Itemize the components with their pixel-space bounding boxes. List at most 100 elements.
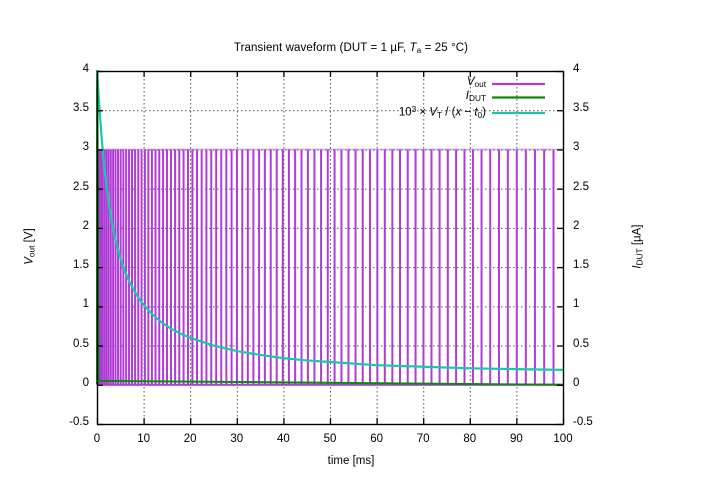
vout-pulse <box>446 149 449 385</box>
vout-pulse <box>347 149 350 385</box>
vout-pulse <box>406 149 409 385</box>
x-axis-tick-label: 100 <box>553 433 573 445</box>
vout-pulse <box>109 149 112 385</box>
vout-pulse <box>489 149 492 385</box>
vout-pulse <box>134 149 137 385</box>
y-axis-tick-label-left: 3.5 <box>73 102 89 115</box>
vout-pulse <box>300 149 303 385</box>
vout-pulse <box>150 149 153 385</box>
vout-pulse <box>107 149 110 385</box>
y-axis-tick-label-right: 0 <box>573 376 580 389</box>
vout-pulse <box>205 149 208 385</box>
vout-pulse <box>455 149 458 385</box>
y-axis-tick-label-left: 0.5 <box>73 337 89 350</box>
chart-title-prefix: Transient waveform (DUT = 1 µF, <box>233 42 410 54</box>
legend-entry-idut: IDUT <box>156 90 486 103</box>
vout-pulse <box>376 149 379 385</box>
vout-pulse <box>506 149 509 385</box>
y-axis-tick-label-right: 3.5 <box>573 102 589 115</box>
legend-idut-subscript: DUT <box>469 93 486 103</box>
vout-pulse <box>471 149 474 385</box>
vout-pulse <box>114 149 117 385</box>
vout-pulse <box>263 149 266 385</box>
vout-pulse <box>105 149 108 385</box>
vout-pulse <box>320 149 323 385</box>
vout-pulse <box>438 149 441 385</box>
series-envelope-line <box>95 69 565 371</box>
vout-pulse <box>246 149 249 385</box>
vout-pulse <box>306 149 309 385</box>
y-axis-tick-label-right: 1 <box>573 298 580 311</box>
legend-envelope-x: x <box>455 106 462 119</box>
y-axis-tick-label-left: 0 <box>82 376 89 389</box>
vout-pulse <box>354 149 357 385</box>
x-axis-tick-label: 80 <box>463 433 477 445</box>
vout-pulse <box>147 149 150 385</box>
vout-pulse <box>225 149 228 385</box>
legend-envelope-minus: − <box>461 106 475 119</box>
legend-idut-variable: I <box>465 89 469 102</box>
chart-title-suffix: = 25 °C) <box>421 42 469 54</box>
vout-pulse <box>182 149 185 385</box>
vout-pulse <box>215 149 218 385</box>
legend-envelope-coefficient: 10 <box>398 106 412 119</box>
vout-pulse <box>186 149 189 385</box>
vout-pulse <box>131 149 134 385</box>
vout-pulse <box>200 149 203 385</box>
vout-pulse <box>191 149 194 385</box>
x-axis-tick-label: 0 <box>93 433 101 445</box>
vout-pulse <box>112 149 115 385</box>
legend-entry-vout: Vout <box>156 76 486 89</box>
vout-pulse <box>326 149 329 385</box>
y-axis-tick-label-left: 2.5 <box>73 180 89 193</box>
vout-pulse <box>140 149 143 385</box>
vout-pulse <box>391 149 394 385</box>
vout-pulse <box>368 149 371 385</box>
vout-pulse <box>533 149 536 385</box>
vout-pulse <box>287 149 290 385</box>
chart-title: Transient waveform (DUT = 1 µF, Ta = 25 … <box>0 42 702 55</box>
x-axis-tick-label: 40 <box>276 433 290 445</box>
x-axis-tick-label: 90 <box>509 433 523 445</box>
vout-pulse <box>196 149 198 385</box>
x-axis-tick-label: 10 <box>137 433 150 445</box>
vout-pulse <box>524 149 527 385</box>
vout-pulse <box>103 149 106 385</box>
legend-envelope-close: ) <box>482 106 486 119</box>
x-axis-label: time [ms] <box>327 455 375 467</box>
x-axis-tick-label: 60 <box>370 433 383 445</box>
x-axis-tick-label: 70 <box>416 433 430 445</box>
y-axis-tick-label-right: -0.5 <box>573 416 593 428</box>
y-axis-tick-label-left: 3 <box>82 141 89 154</box>
y-axis-tick-label-left: 1 <box>82 298 89 311</box>
y-axis-tick-label-right: 2.5 <box>573 180 589 193</box>
vout-pulse <box>361 149 364 385</box>
vout-pulse <box>463 149 466 385</box>
vout-pulse <box>252 149 255 385</box>
y-axis-tick-label-right: 1.5 <box>573 259 589 272</box>
vout-pulse <box>178 149 181 385</box>
vout-pulse <box>313 149 316 385</box>
vout-pulse <box>210 149 213 385</box>
vout-pulse <box>281 149 284 385</box>
vout-pulse <box>128 149 131 385</box>
vout-pulse <box>125 149 128 385</box>
legend-vout-variable: V <box>466 76 475 88</box>
vout-pulse <box>241 149 244 385</box>
vout-pulse <box>497 149 500 385</box>
y-axis-tick-label-right: 3 <box>573 141 580 154</box>
vout-pulse <box>275 149 278 385</box>
vout-pulse <box>422 149 425 385</box>
vout-pulse <box>430 149 433 385</box>
y-axis-tick-label-left: 4 <box>82 63 89 75</box>
y-axis-tick-label-right: 0.5 <box>573 337 589 350</box>
vout-pulse <box>543 149 546 385</box>
vout-pulse <box>117 149 120 385</box>
y-axis-tick-label-right: 4 <box>573 63 580 75</box>
vout-pulse <box>333 149 336 385</box>
y-axis-tick-label-right: 2 <box>573 219 580 232</box>
vout-pulse <box>220 149 223 385</box>
legend-envelope-vt: V <box>429 106 437 119</box>
vout-pulse <box>119 149 122 385</box>
vout-pulse <box>230 149 233 385</box>
